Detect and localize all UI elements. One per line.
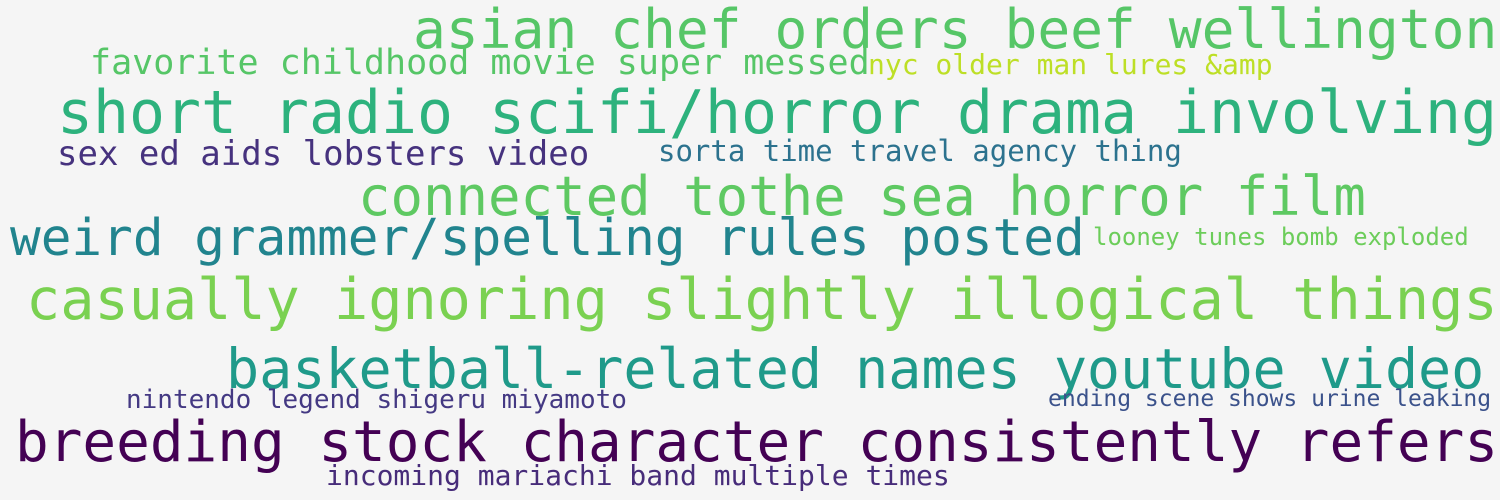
word-cloud-phrase: favorite childhood movie super messed <box>90 43 870 83</box>
word-cloud-phrase: casually ignoring slightly illogical thi… <box>26 267 1498 333</box>
word-cloud-phrase: looney tunes bomb exploded <box>1093 223 1469 251</box>
word-cloud-phrase: connected tothe sea horror film <box>358 165 1366 228</box>
word-cloud-phrase: asian chef orders beef wellington <box>413 0 1498 61</box>
word-cloud-phrase: nintendo legend shigeru miyamoto <box>126 385 627 415</box>
word-cloud-phrase: breeding stock character consistently re… <box>15 410 1499 475</box>
word-cloud-phrase: incoming mariachi band multiple times <box>326 459 950 492</box>
word-cloud-phrase: nyc older man lures &amp <box>868 48 1273 81</box>
word-cloud-phrase: basketball-related names youtube video <box>226 337 1485 401</box>
word-cloud-phrase: sorta time travel agency thing <box>658 134 1182 168</box>
word-cloud-phrase: ending scene shows urine leaking <box>1048 386 1492 412</box>
word-cloud-phrase: sex ed aids lobsters video <box>57 134 590 174</box>
word-cloud-phrase: weird grammer/spelling rules posted <box>10 209 1085 268</box>
word-cloud-phrase: short radio scifi/horror drama involving <box>57 78 1498 148</box>
